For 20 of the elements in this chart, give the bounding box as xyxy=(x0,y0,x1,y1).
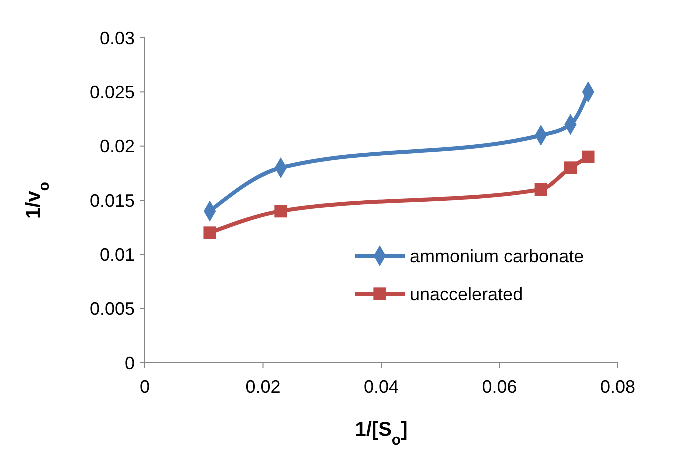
legend-label: ammonium carbonate xyxy=(410,246,584,266)
x-tick-label: 0 xyxy=(140,377,150,397)
y-tick-label: 0 xyxy=(124,353,135,374)
y-tick-label: 0.01 xyxy=(100,244,135,265)
y-tick-label: 0.015 xyxy=(90,190,135,211)
x-axis-title: 1/[S$_{o}$] xyxy=(355,419,408,448)
y-tick-label: 0.025 xyxy=(90,82,135,102)
x-tick-label: 0.04 xyxy=(364,377,400,397)
y-tick-label: 0.005 xyxy=(90,299,135,320)
x-tick-label: 0.06 xyxy=(482,377,518,397)
x-tick-label: 0.08 xyxy=(600,377,636,397)
point xyxy=(534,183,548,196)
y-tick-label: 0.02 xyxy=(100,136,135,157)
point xyxy=(274,205,288,218)
y-tick-label: 0.03 xyxy=(100,28,135,48)
point xyxy=(582,150,595,164)
legend-label: unaccelerated xyxy=(410,284,524,304)
point xyxy=(564,162,578,174)
point xyxy=(204,226,216,240)
x-tick-label: 0.02 xyxy=(246,377,281,397)
